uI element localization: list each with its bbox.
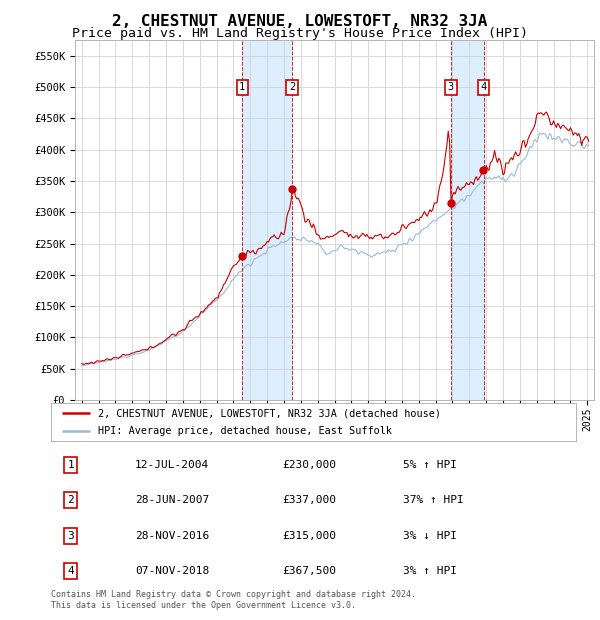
Bar xyxy=(451,40,484,400)
Text: £367,500: £367,500 xyxy=(282,566,336,576)
Text: 07-NOV-2018: 07-NOV-2018 xyxy=(135,566,209,576)
Text: 2: 2 xyxy=(68,495,74,505)
Text: 1: 1 xyxy=(239,82,245,92)
Text: 3: 3 xyxy=(448,82,454,92)
Text: 28-JUN-2007: 28-JUN-2007 xyxy=(135,495,209,505)
Text: HPI: Average price, detached house, East Suffolk: HPI: Average price, detached house, East… xyxy=(98,426,392,436)
Text: Contains HM Land Registry data © Crown copyright and database right 2024.
This d: Contains HM Land Registry data © Crown c… xyxy=(51,590,416,609)
Text: £337,000: £337,000 xyxy=(282,495,336,505)
Bar xyxy=(242,40,292,400)
Text: 28-NOV-2016: 28-NOV-2016 xyxy=(135,531,209,541)
Text: 3: 3 xyxy=(68,531,74,541)
Text: 3% ↑ HPI: 3% ↑ HPI xyxy=(403,566,457,576)
Text: 5% ↑ HPI: 5% ↑ HPI xyxy=(403,460,457,470)
Text: 4: 4 xyxy=(68,566,74,576)
Text: £230,000: £230,000 xyxy=(282,460,336,470)
Text: 2: 2 xyxy=(289,82,295,92)
Text: 37% ↑ HPI: 37% ↑ HPI xyxy=(403,495,464,505)
Text: 2, CHESTNUT AVENUE, LOWESTOFT, NR32 3JA (detached house): 2, CHESTNUT AVENUE, LOWESTOFT, NR32 3JA … xyxy=(98,409,441,419)
Text: 1: 1 xyxy=(68,460,74,470)
Text: 4: 4 xyxy=(481,82,487,92)
Text: £315,000: £315,000 xyxy=(282,531,336,541)
Text: 12-JUL-2004: 12-JUL-2004 xyxy=(135,460,209,470)
Text: 2, CHESTNUT AVENUE, LOWESTOFT, NR32 3JA: 2, CHESTNUT AVENUE, LOWESTOFT, NR32 3JA xyxy=(112,14,488,29)
Text: 3% ↓ HPI: 3% ↓ HPI xyxy=(403,531,457,541)
Text: Price paid vs. HM Land Registry's House Price Index (HPI): Price paid vs. HM Land Registry's House … xyxy=(72,27,528,40)
